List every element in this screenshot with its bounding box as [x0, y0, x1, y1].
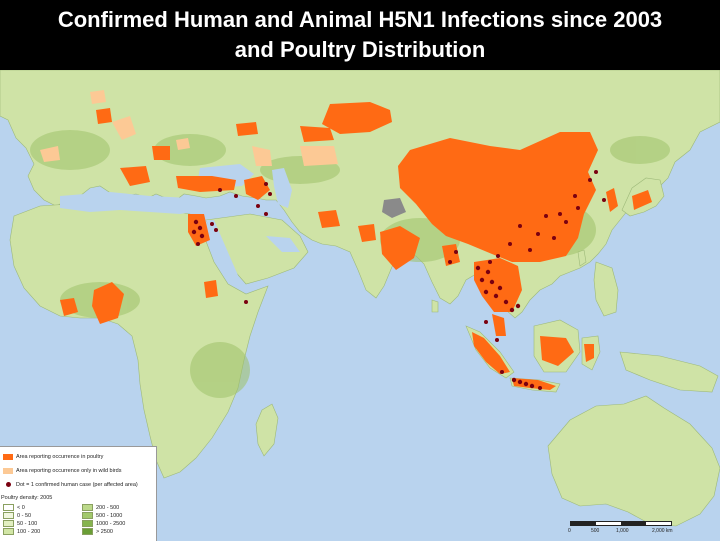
australia-land — [547, 395, 720, 527]
poultry-outbreak-areas — [60, 102, 652, 390]
legend-poultry-area: Area reporting occurrence in poultry — [3, 453, 103, 461]
legend-human-case: Dot = 1 confirmed human case (per affect… — [3, 481, 138, 489]
egypt-outbreak — [188, 214, 210, 246]
philippines-land — [593, 261, 619, 317]
mediterranean-sea — [60, 192, 204, 214]
map-title-line-1: Confirmed Human and Animal H5N1 Infectio… — [57, 7, 663, 32]
sri-lanka-land — [431, 299, 439, 313]
nigeria-outbreak — [92, 282, 124, 324]
west-africa-outbreak — [60, 298, 78, 316]
europe-outbreak-1 — [96, 108, 112, 124]
density-class-1: < 0 — [3, 504, 25, 511]
wild-bird-area-swatch — [3, 467, 13, 474]
sudan-outbreak — [204, 280, 218, 298]
sumatra-outbreak — [472, 332, 510, 374]
turkey-outbreak — [176, 176, 236, 192]
title-bar: Confirmed Human and Animal H5N1 Infectio… — [0, 0, 720, 70]
density-class-2: 0 - 50 — [3, 512, 31, 519]
poultry-area-swatch — [3, 453, 13, 460]
red-sea — [206, 220, 240, 286]
density-class-5: 200 - 500 — [82, 504, 119, 511]
excluded-area — [382, 198, 406, 218]
density-class-4: 100 - 200 — [3, 528, 40, 535]
map-legend: Area reporting occurrence in poultry Are… — [0, 446, 157, 541]
legend-wild-bird-area: Area reporting occurrence only in wild b… — [3, 467, 121, 475]
kazakhstan-outbreak — [300, 126, 334, 142]
madagascar-land — [255, 403, 279, 457]
japan-outbreak — [632, 190, 652, 210]
persian-gulf — [266, 236, 300, 252]
africa-land — [9, 201, 269, 479]
scale-label-2000: 2,000 km — [652, 528, 673, 534]
density-class-8: > 2500 — [82, 528, 113, 535]
caucasus-outbreak — [244, 176, 270, 200]
europe-outbreak-2 — [152, 146, 170, 160]
legend-density-title: Poultry density: 2005 — [1, 495, 53, 501]
malaysia-outbreak — [492, 314, 506, 336]
caspian-sea — [272, 168, 292, 208]
density-class-3: 50 - 100 — [3, 520, 37, 527]
scale-label-0: 0 — [568, 528, 571, 534]
density-class-6: 500 - 1000 — [82, 512, 122, 519]
java-outbreak — [512, 378, 556, 390]
borneo-outbreak — [540, 336, 574, 366]
new-guinea-land — [619, 351, 719, 393]
russia-outbreak — [322, 102, 392, 134]
iran-outbreak — [318, 210, 340, 228]
human-case-dot-icon — [6, 482, 11, 488]
bangladesh-outbreak — [442, 244, 460, 266]
china-outbreak — [398, 132, 598, 262]
taiwan-land — [577, 249, 587, 267]
scale-bar-graphic — [570, 521, 672, 526]
scale-bar: 0 500 1,000 2,000 km — [566, 518, 676, 538]
human-case-dots — [191, 170, 606, 390]
scale-label-500: 500 — [591, 528, 600, 534]
korea-outbreak — [606, 188, 618, 212]
balkans-outbreak — [120, 166, 150, 186]
europe-outbreak-3 — [236, 122, 258, 136]
density-class-7: 1000 - 2500 — [82, 520, 125, 527]
pakistan-outbreak — [358, 224, 376, 242]
sulawesi-outbreak — [584, 344, 594, 362]
scale-label-1000: 1,000 — [616, 528, 629, 534]
india-outbreak — [380, 226, 420, 270]
map-title-line-2: and Poultry Distribution — [234, 37, 486, 62]
